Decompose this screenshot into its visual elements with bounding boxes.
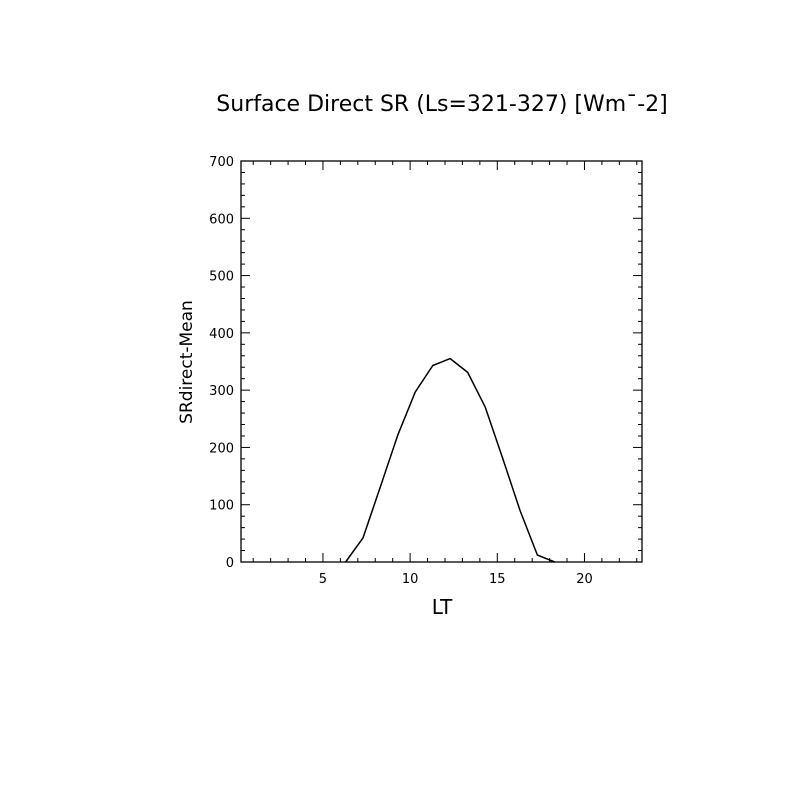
y-tick-label: 0 xyxy=(226,556,234,571)
y-tick-label: 600 xyxy=(209,212,234,227)
y-tick-label: 100 xyxy=(209,499,234,514)
x-tick-label: 15 xyxy=(489,572,506,587)
y-tick-label: 200 xyxy=(209,441,234,456)
x-tick-label: 10 xyxy=(402,572,419,587)
y-tick-label: 400 xyxy=(209,327,234,342)
plot-area: 0 100 200 300 400 500 600 700 5 10 15 20 xyxy=(209,155,643,587)
x-tick-label: 20 xyxy=(576,572,593,587)
series-line xyxy=(344,357,556,563)
y-axis-label: SRdirect-Mean xyxy=(177,300,197,424)
y-tick-label: 500 xyxy=(209,270,234,285)
plot-frame xyxy=(240,160,643,563)
chart-title: Surface Direct SR (Ls=321-327) [Wm¯-2] xyxy=(216,92,667,117)
y-tick-label: 700 xyxy=(209,155,234,170)
x-tick-label: 5 xyxy=(319,572,327,587)
x-axis-label: LT xyxy=(432,595,453,619)
y-tick-label: 300 xyxy=(209,384,234,399)
